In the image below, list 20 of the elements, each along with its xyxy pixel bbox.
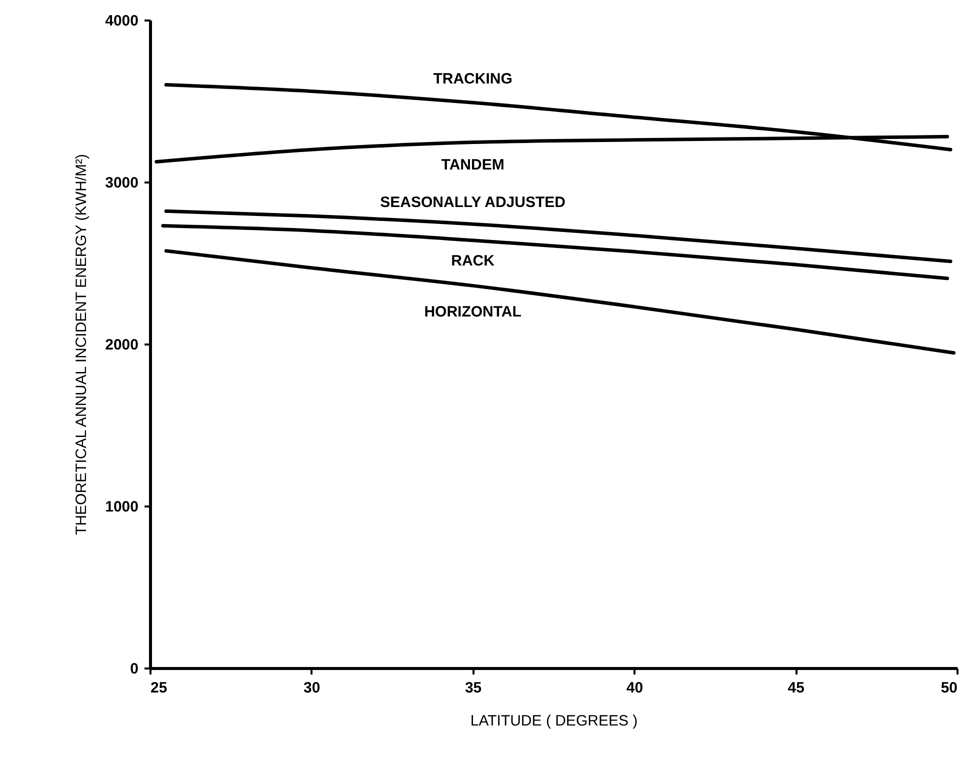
y-tick-label: 1000 [105,498,138,516]
y-axis-title: THEORETICAL ANNUAL INCIDENT ENERGY (KWH/M²) [73,154,90,535]
y-tick-label: 3000 [105,174,138,192]
line-series [164,249,956,355]
x-axis-title: LATITUDE ( DEGREES ) [470,712,638,730]
x-tick-label: 40 [626,680,644,696]
series-label: TRACKING [433,70,512,88]
x-tick-label: 50 [940,680,958,696]
x-tick-label: 35 [464,680,482,696]
x-tick-label: 25 [150,680,168,696]
y-tick-label: 4000 [105,12,138,30]
y-tick-label: 2000 [105,336,138,354]
line-series [161,224,950,280]
y-tick-label: 0 [130,660,138,678]
series-label: RACK [451,252,495,270]
x-tick-label: 30 [304,680,320,696]
series-label: TANDEM [441,156,504,174]
series-label: SEASONALLY ADJUSTED [380,194,566,212]
x-tick-label: 45 [788,680,804,696]
series-label: HORIZONTAL [424,304,522,321]
